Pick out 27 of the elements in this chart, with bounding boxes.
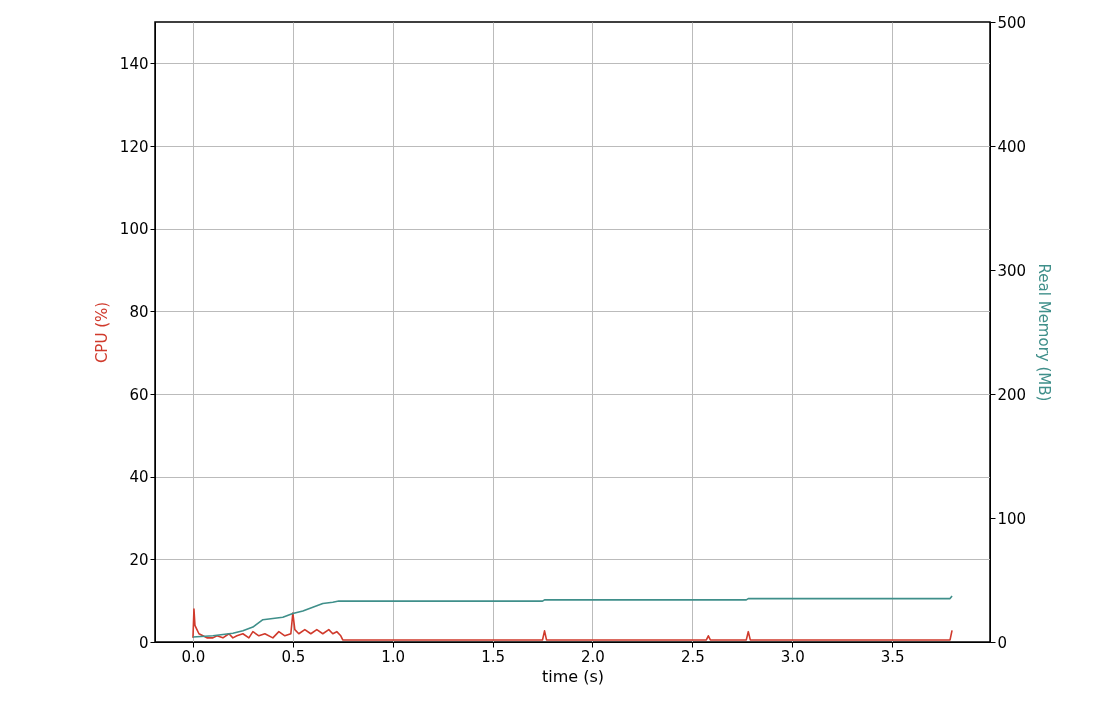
x-tick-label: 0.0 [181, 647, 206, 666]
x-tick-label: 0.5 [281, 647, 306, 666]
x-tick-label: 3.5 [880, 647, 905, 666]
x-tick-label: 1.0 [381, 647, 406, 666]
y2-axis-title: Real Memory (MB) [1035, 263, 1054, 402]
x-tick-label: 2.5 [680, 647, 705, 666]
y-tick-label: 120 [119, 137, 149, 156]
y-axis-title: CPU (%) [92, 301, 111, 364]
y-tick-label: 60 [129, 385, 149, 404]
x-axis-title: time (s) [541, 666, 605, 686]
x-tick-label: 3.0 [780, 647, 805, 666]
y2-tick-label: 100 [997, 509, 1027, 528]
y-tick-label: 40 [129, 468, 149, 487]
y2-tick-label: 400 [997, 137, 1027, 156]
y-tick-label: 20 [129, 550, 149, 569]
y2-tick-label: 0 [997, 633, 1008, 652]
y2-tick-label: 200 [997, 385, 1027, 404]
y2-tick-label: 300 [997, 261, 1027, 280]
line-series [192, 608, 953, 641]
y-tick-label: 0 [138, 633, 149, 652]
x-tick-label: 2.0 [581, 647, 605, 666]
y-tick-label: 80 [129, 302, 149, 321]
y-tick-label: 100 [119, 220, 149, 239]
y-tick-label: 140 [119, 54, 149, 73]
line-series [192, 595, 953, 638]
y2-tick-label: 500 [997, 13, 1027, 32]
x-tick-label: 1.5 [481, 647, 506, 666]
